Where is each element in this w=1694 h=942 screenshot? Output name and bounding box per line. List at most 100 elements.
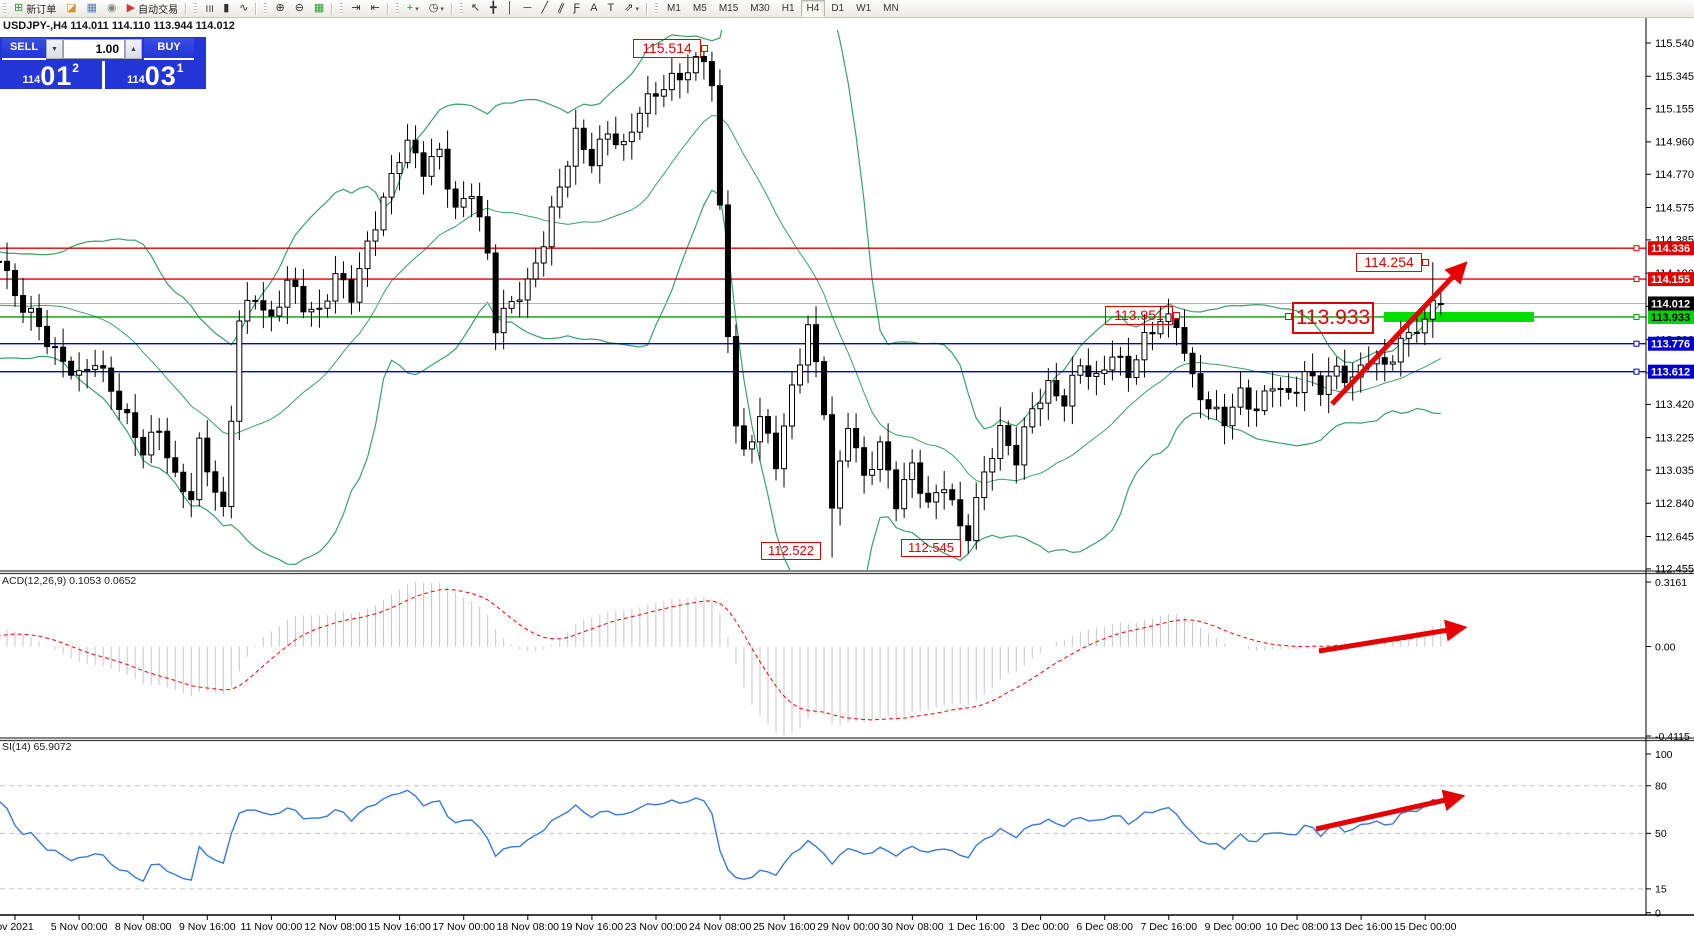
rsi-tick-label: 50 — [1655, 828, 1667, 840]
line-anchor-marker[interactable] — [1633, 313, 1640, 320]
price-annotation-114254[interactable]: 114.254 — [1356, 253, 1422, 272]
chart-shift-button[interactable]: ⇤ — [366, 0, 385, 17]
timeframe-mn[interactable]: MN — [883, 3, 899, 14]
candle-bull — [1389, 361, 1396, 365]
bar-chart-button[interactable]: ☰ — [200, 0, 218, 17]
buy-price-pip: 1 — [176, 61, 184, 75]
candle-bear — [724, 204, 731, 338]
volume-decrease-button[interactable]: ▼ — [46, 39, 63, 59]
vertical-line-tool[interactable]: │ — [502, 0, 519, 17]
cursor-tool[interactable]: ↖ — [466, 0, 485, 17]
candle-bull — [1397, 337, 1404, 363]
timeframe-m1[interactable]: M1 — [667, 3, 681, 14]
candle-bull — [1229, 406, 1236, 427]
candle-bull — [604, 133, 611, 140]
tile-windows-icon: ▦ — [313, 2, 325, 14]
candle-bear — [1413, 331, 1420, 334]
market-watch-button[interactable]: ▦ — [82, 0, 102, 17]
zoom-out-icon: ⊖ — [294, 2, 304, 14]
toolbar: ⊞ 新订单 ◪ ▦ ◉ ▶ 自动交易 ☰ ▮ ∿ ⊕ ⊖ ▦ ⇥ ⇤ + ▾ ◷ ▾ ↖ ╋ │ ─ ╱ ∥ Ƒ A T ⇗ ▾ M1 M5 M… — [0, 0, 1694, 18]
horizontal-line-tool[interactable]: ─ — [519, 0, 537, 17]
timeframe-m30[interactable]: M30 — [750, 3, 770, 14]
buy-price-big: 03 — [144, 61, 177, 91]
buy-button[interactable]: BUY — [144, 38, 194, 60]
timeframe-d1[interactable]: D1 — [831, 3, 845, 14]
algo-trading-button[interactable]: ▶ 自动交易 — [122, 0, 183, 17]
price-annotation-113933[interactable]: 113.933 — [1292, 302, 1374, 334]
macd-signal-line — [0, 588, 1441, 721]
candle-bull — [805, 324, 812, 366]
crosshair-tool[interactable]: ╋ — [485, 0, 502, 17]
candle-bull — [228, 420, 235, 507]
sell-price[interactable]: 114 01 2 — [0, 61, 105, 90]
algo-trading-icon: ▶ — [126, 2, 136, 14]
add-indicator-button[interactable]: + ▾ — [402, 0, 424, 17]
price-tick-label: 114.575 — [1655, 202, 1694, 214]
time-tick-label: 25 Nov 16:00 — [753, 921, 816, 933]
channel-tool[interactable]: ∥ — [553, 0, 569, 17]
trendline-tool[interactable]: ╱ — [536, 0, 553, 17]
zoom-out-button[interactable]: ⊖ — [290, 0, 309, 17]
line-anchor-marker[interactable] — [1633, 276, 1640, 283]
green-highlight-bar[interactable] — [1384, 312, 1534, 322]
timeframe-m5[interactable]: M5 — [692, 3, 707, 14]
volume-increase-button[interactable]: ▲ — [125, 39, 142, 59]
svg-text:113.933: 113.933 — [1651, 312, 1690, 324]
candle-bear — [452, 188, 459, 208]
price-tick-label: 113.225 — [1655, 432, 1694, 444]
candle-bear — [612, 133, 619, 146]
label-tool[interactable]: T — [603, 0, 620, 17]
time-tick-label: 9 Dec 00:00 — [1205, 921, 1262, 933]
history-center-button[interactable]: ◪ — [61, 0, 81, 17]
main-trend-arrow[interactable] — [1330, 261, 1468, 406]
price-tag-113.612 — [1648, 364, 1694, 379]
price-annotation-113951[interactable]: 113.951 — [1105, 306, 1173, 325]
text-tool[interactable]: A — [585, 0, 602, 17]
auto-scroll-button[interactable]: ⇥ — [346, 0, 365, 17]
candle-bear — [813, 324, 820, 363]
candle-bull — [236, 320, 243, 422]
candlestick-chart-button[interactable]: ▮ — [218, 0, 234, 17]
zoom-in-button[interactable]: ⊕ — [270, 0, 289, 17]
price-annotation-112522[interactable]: 112.522 — [761, 542, 821, 560]
candle-bear — [652, 93, 659, 97]
line-chart-button[interactable]: ∿ — [234, 0, 253, 17]
buy-price[interactable]: 114 03 1 — [105, 61, 207, 91]
macd-panel — [0, 582, 1442, 736]
candle-bull — [1405, 331, 1412, 339]
tile-windows-button[interactable]: ▦ — [309, 0, 329, 17]
timeframe-h1[interactable]: H1 — [781, 3, 795, 14]
price-annotation-112545[interactable]: 112.545 — [901, 539, 961, 557]
arrows-tool[interactable]: ⇗ ▾ — [619, 0, 644, 17]
timeframe-h4[interactable]: H4 — [800, 0, 826, 17]
line-anchor-marker[interactable] — [1633, 368, 1640, 375]
period-selector-button[interactable]: ◷ ▾ — [424, 0, 449, 17]
macd-trend-arrow[interactable] — [1318, 619, 1468, 654]
candle-bear — [412, 139, 419, 154]
timeframe-m15[interactable]: M15 — [718, 3, 739, 14]
volume-input[interactable]: 1.00 — [63, 39, 125, 59]
fibonacci-tool[interactable]: Ƒ — [568, 0, 585, 17]
candle-bear — [268, 309, 275, 317]
rsi-tick-label: 15 — [1655, 884, 1667, 896]
candle-bear — [1149, 331, 1156, 335]
candle-bear — [1381, 357, 1388, 365]
signal-button[interactable]: ◉ — [102, 0, 122, 17]
candle-bull — [28, 307, 35, 313]
line-anchor-marker[interactable] — [1633, 245, 1640, 252]
svg-text:114.155: 114.155 — [1651, 274, 1690, 286]
candle-bull — [756, 416, 763, 443]
sell-button[interactable]: SELL — [2, 38, 46, 60]
candle-bear — [580, 127, 587, 150]
rsi-trend-arrow[interactable] — [1315, 789, 1466, 832]
price-annotation-115514[interactable]: 115.514 — [633, 39, 701, 58]
line-anchor-marker[interactable] — [1633, 340, 1640, 347]
candle-bull — [564, 165, 571, 188]
buy-price-handle: 114 — [127, 74, 145, 86]
candle-bear — [476, 196, 483, 218]
price-tick-label: 115.540 — [1655, 38, 1694, 50]
candle-bull — [909, 462, 916, 481]
timeframe-w1[interactable]: W1 — [856, 3, 872, 14]
new-order-button[interactable]: ⊞ 新订单 — [9, 0, 61, 17]
